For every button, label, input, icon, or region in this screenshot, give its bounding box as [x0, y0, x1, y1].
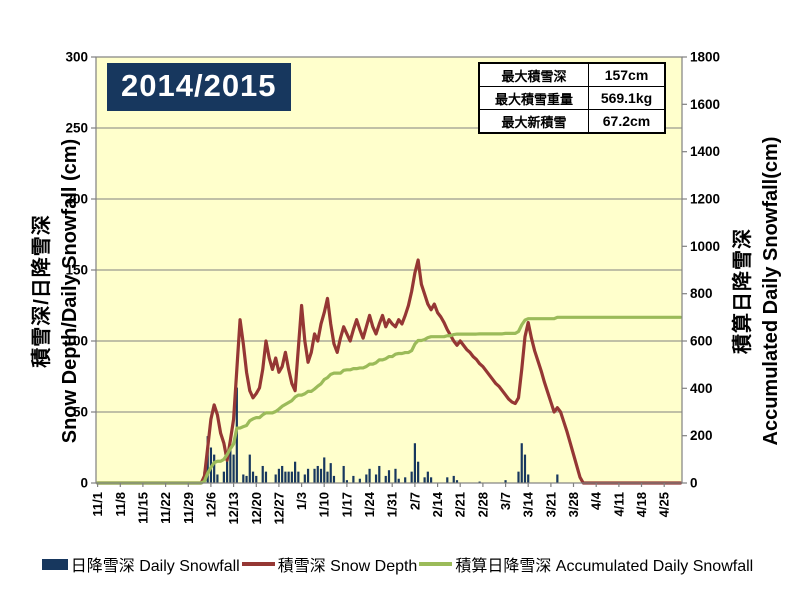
svg-text:3/14: 3/14: [521, 491, 536, 517]
svg-text:2/28: 2/28: [475, 492, 490, 517]
table-row: 最大積雪重量 569.1kg: [478, 86, 666, 110]
svg-text:12/20: 12/20: [249, 492, 264, 525]
svg-text:1400: 1400: [690, 144, 720, 159]
legend-swatch-accumulated: [419, 562, 453, 566]
svg-text:2/7: 2/7: [407, 492, 422, 510]
svg-text:3/7: 3/7: [498, 492, 513, 510]
svg-text:11/8: 11/8: [113, 492, 128, 517]
svg-text:800: 800: [690, 286, 713, 301]
svg-text:4/25: 4/25: [657, 492, 672, 517]
svg-text:100: 100: [65, 334, 88, 349]
stat-label-max-snow-depth: 最大積雪深: [478, 62, 589, 87]
legend-item-snow-depth: 積雪深 Snow Depth: [241, 552, 418, 576]
legend: 日降雪深 Daily Snowfall 積雪深 Snow Depth 積算日降雪…: [0, 552, 795, 576]
stat-value-max-snow-depth: 157cm: [588, 62, 666, 87]
svg-text:150: 150: [65, 263, 88, 278]
svg-text:200: 200: [65, 192, 88, 207]
svg-text:2/14: 2/14: [430, 491, 445, 517]
left-axis-title-en: Snow Depth/Daily Snowfall (cm): [59, 138, 81, 444]
svg-text:1/31: 1/31: [385, 492, 400, 517]
legend-swatch-snow-depth: [241, 562, 275, 566]
right-axis-title-jp: 積算日降雪深: [732, 228, 754, 354]
svg-text:300: 300: [65, 50, 88, 65]
svg-text:1000: 1000: [690, 239, 720, 254]
svg-text:12/13: 12/13: [226, 492, 241, 525]
svg-text:11/22: 11/22: [158, 492, 173, 524]
svg-text:50: 50: [73, 405, 88, 420]
svg-text:1200: 1200: [690, 192, 720, 207]
svg-text:4/4: 4/4: [589, 491, 604, 510]
svg-text:600: 600: [690, 334, 713, 349]
svg-text:3/28: 3/28: [566, 492, 581, 517]
legend-item-accumulated: 積算日降雪深 Accumulated Daily Snowfall: [419, 552, 753, 576]
svg-text:1/17: 1/17: [339, 492, 354, 517]
svg-text:11/15: 11/15: [135, 492, 150, 524]
svg-text:4/18: 4/18: [634, 492, 649, 517]
right-axis-title: 積算日降雪深 Accumulated Daily Snowfall(cm): [729, 51, 787, 531]
svg-text:4/11: 4/11: [611, 492, 626, 517]
stat-label-max-new-snow: 最大新積雪: [478, 109, 589, 134]
svg-text:0: 0: [690, 476, 698, 491]
svg-text:1/10: 1/10: [317, 492, 332, 517]
svg-text:1/3: 1/3: [294, 492, 309, 510]
stats-table: 最大積雪深 157cm 最大積雪重量 569.1kg 最大新積雪 67.2cm: [478, 62, 666, 134]
svg-text:400: 400: [690, 381, 713, 396]
legend-swatch-daily-snowfall: [41, 558, 68, 570]
legend-label-daily-snowfall: 日降雪深 Daily Snowfall: [70, 558, 240, 575]
stat-value-max-new-snow: 67.2cm: [588, 109, 666, 134]
season-title: 2014/2015: [107, 63, 291, 111]
svg-text:12/6: 12/6: [203, 492, 218, 517]
svg-text:0: 0: [80, 476, 88, 491]
table-row: 最大積雪深 157cm: [478, 62, 666, 87]
svg-text:200: 200: [690, 428, 713, 443]
svg-text:1600: 1600: [690, 97, 720, 112]
svg-text:250: 250: [65, 121, 88, 136]
legend-item-daily-snowfall: 日降雪深 Daily Snowfall: [41, 552, 240, 576]
right-axis-title-en: Accumulated Daily Snowfall(cm): [760, 136, 782, 446]
table-row: 最大新積雪 67.2cm: [478, 109, 666, 134]
svg-text:12/27: 12/27: [271, 492, 286, 525]
svg-text:1800: 1800: [690, 50, 720, 65]
svg-text:11/1: 11/1: [90, 492, 105, 517]
svg-text:2/21: 2/21: [453, 492, 468, 517]
legend-label-accumulated: 積算日降雪深 Accumulated Daily Snowfall: [455, 558, 754, 575]
left-axis-title: 積雪深/日降雪深 Snow Depth/Daily Snowfall (cm): [28, 51, 86, 531]
legend-label-snow-depth: 積雪深 Snow Depth: [277, 558, 418, 575]
stat-value-max-snow-weight: 569.1kg: [588, 86, 666, 110]
left-axis-title-jp: 積雪深/日降雪深: [31, 214, 53, 368]
svg-text:3/21: 3/21: [543, 492, 558, 517]
svg-text:11/29: 11/29: [181, 492, 196, 524]
stat-label-max-snow-weight: 最大積雪重量: [478, 86, 589, 110]
svg-text:1/24: 1/24: [362, 491, 377, 517]
